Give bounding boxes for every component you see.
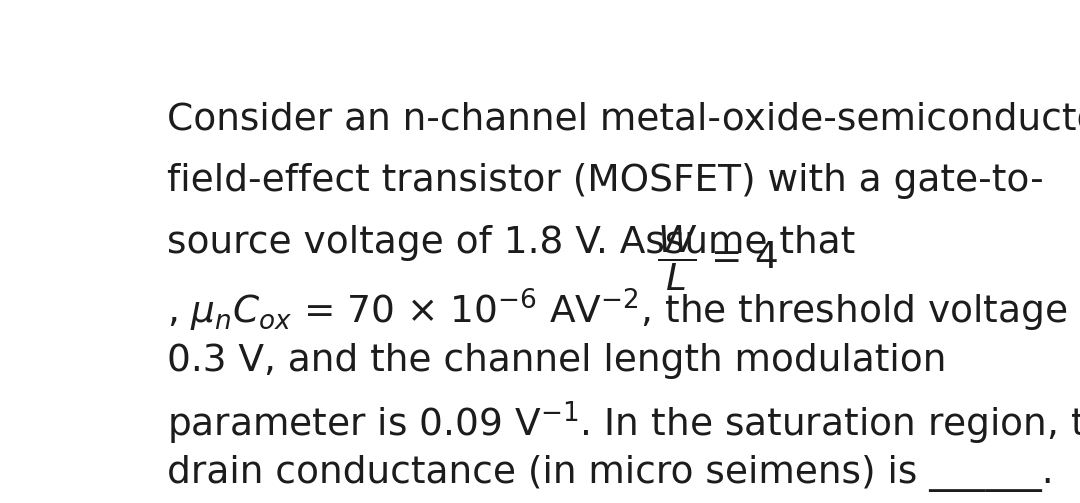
Text: drain conductance (in micro seimens) is ______.: drain conductance (in micro seimens) is …: [166, 455, 1053, 492]
Text: 0.3 V, and the channel length modulation: 0.3 V, and the channel length modulation: [166, 343, 946, 379]
Text: parameter is 0.09 V$^{-1}$. In the saturation region, the: parameter is 0.09 V$^{-1}$. In the satur…: [166, 399, 1080, 447]
Text: Consider an n-channel metal-oxide-semiconductor: Consider an n-channel metal-oxide-semico…: [166, 101, 1080, 137]
Text: $\dfrac{W}{L}$ = 4: $\dfrac{W}{L}$ = 4: [658, 223, 778, 293]
Text: source voltage of 1.8 V. Assume that: source voltage of 1.8 V. Assume that: [166, 225, 855, 261]
Text: field-effect transistor (MOSFET) with a gate-to-: field-effect transistor (MOSFET) with a …: [166, 163, 1043, 199]
Text: , $\mu_n C_{ox}$ = 70 × 10$^{-6}$ AV$^{-2}$, the threshold voltage is: , $\mu_n C_{ox}$ = 70 × 10$^{-6}$ AV$^{-…: [166, 287, 1080, 334]
